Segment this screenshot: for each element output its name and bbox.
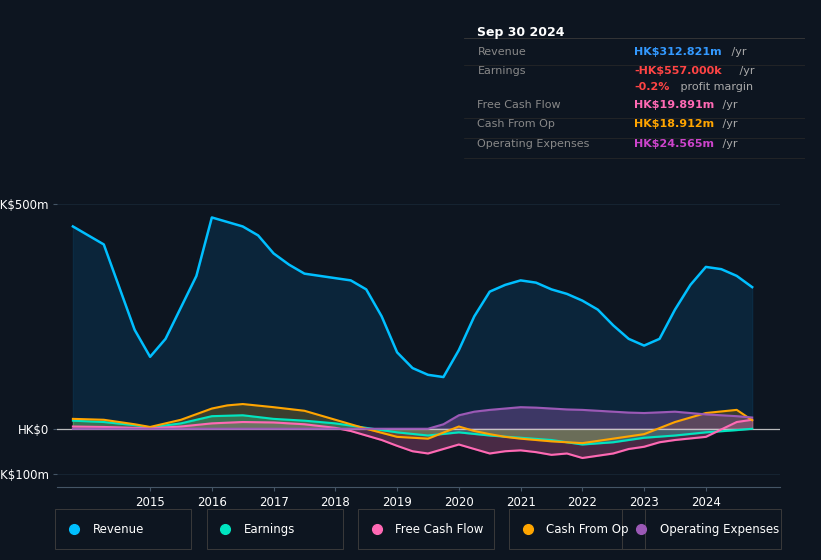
Text: Earnings: Earnings <box>478 67 526 77</box>
Text: /yr: /yr <box>736 67 755 77</box>
Text: Revenue: Revenue <box>478 47 526 57</box>
Text: HK$24.565m: HK$24.565m <box>635 139 714 149</box>
Text: -0.2%: -0.2% <box>635 82 670 92</box>
Text: Free Cash Flow: Free Cash Flow <box>396 522 484 536</box>
Bar <box>509 509 644 549</box>
Text: -HK$557.000k: -HK$557.000k <box>635 67 722 77</box>
Text: /yr: /yr <box>728 47 746 57</box>
Text: HK$312.821m: HK$312.821m <box>635 47 722 57</box>
Text: Sep 30 2024: Sep 30 2024 <box>478 26 565 39</box>
Text: /yr: /yr <box>719 139 738 149</box>
Bar <box>622 509 781 549</box>
Bar <box>358 509 493 549</box>
Text: Earnings: Earnings <box>245 522 296 536</box>
Text: /yr: /yr <box>719 100 738 110</box>
Text: HK$18.912m: HK$18.912m <box>635 119 714 129</box>
Text: HK$19.891m: HK$19.891m <box>635 100 714 110</box>
Text: Cash From Op: Cash From Op <box>547 522 629 536</box>
Text: /yr: /yr <box>719 119 738 129</box>
Text: Revenue: Revenue <box>94 522 144 536</box>
Text: profit margin: profit margin <box>677 82 753 92</box>
Bar <box>207 509 342 549</box>
Text: Cash From Op: Cash From Op <box>478 119 555 129</box>
Bar <box>56 509 191 549</box>
Text: Free Cash Flow: Free Cash Flow <box>478 100 561 110</box>
Text: Operating Expenses: Operating Expenses <box>660 522 779 536</box>
Text: Operating Expenses: Operating Expenses <box>478 139 589 149</box>
